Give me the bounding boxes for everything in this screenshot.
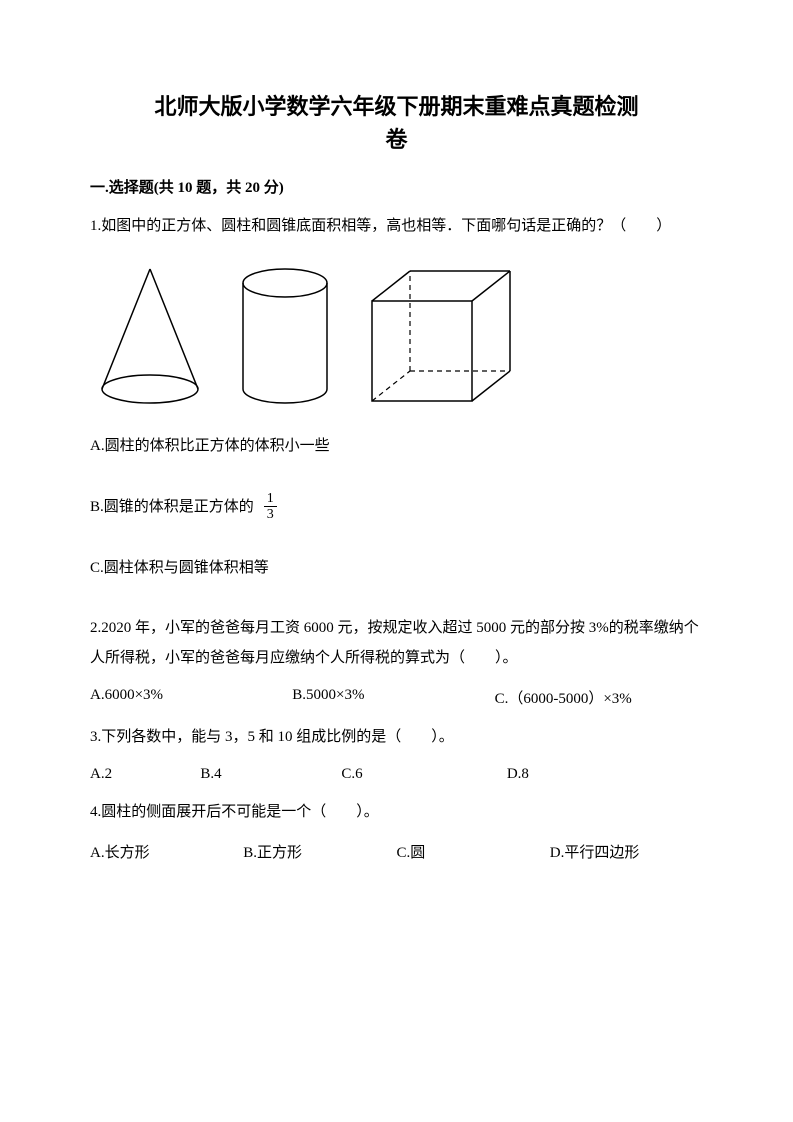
q1-options: A.圆柱的体积比正方体的体积小一些 B.圆锥的体积是正方体的 1 3 C.圆柱体… xyxy=(90,431,703,583)
figure-row xyxy=(90,261,703,411)
q1-option-b: B.圆锥的体积是正方体的 1 3 xyxy=(90,491,703,523)
title-line1: 北师大版小学数学六年级下册期末重难点真题检测 xyxy=(154,94,638,119)
question-3: 3.下列各数中，能与 3，5 和 10 组成比例的是（ ）。 xyxy=(90,722,703,752)
q3-option-b: B.4 xyxy=(200,766,341,783)
cone-figure xyxy=(90,261,210,411)
fraction-one-third: 1 3 xyxy=(264,491,277,523)
fraction-numerator: 1 xyxy=(264,491,277,507)
q1-option-c: C.圆柱体积与圆锥体积相等 xyxy=(90,553,703,583)
q2-option-c: C.（6000-5000）×3% xyxy=(495,687,697,708)
question-1: 1.如图中的正方体、圆柱和圆锥底面积相等，高也相等．下面哪句话是正确的？（ ） xyxy=(90,211,703,241)
q4-options: A.长方形 B.正方形 C.圆 D.平行四边形 xyxy=(90,841,703,862)
title-line2: 卷 xyxy=(385,127,407,152)
page-title: 北师大版小学数学六年级下册期末重难点真题检测 卷 xyxy=(90,90,703,156)
q2-options: A.6000×3% B.5000×3% C.（6000-5000）×3% xyxy=(90,687,703,708)
q4-option-b: B.正方形 xyxy=(243,841,396,862)
q4-option-a: A.长方形 xyxy=(90,841,243,862)
q3-options: A.2 B.4 C.6 D.8 xyxy=(90,766,703,783)
q3-option-d: D.8 xyxy=(507,766,630,783)
question-4: 4.圆柱的侧面展开后不可能是一个（ ）。 xyxy=(90,797,703,827)
q3-option-c: C.6 xyxy=(341,766,507,783)
q1-option-a: A.圆柱的体积比正方体的体积小一些 xyxy=(90,431,703,461)
cube-figure xyxy=(360,261,520,411)
question-2: 2.2020 年，小军的爸爸每月工资 6000 元，按规定收入超过 5000 元… xyxy=(90,613,703,673)
q4-option-d: D.平行四边形 xyxy=(550,841,703,862)
q4-option-c: C.圆 xyxy=(397,841,550,862)
q3-option-a: A.2 xyxy=(90,766,200,783)
section-header: 一.选择题(共 10 题，共 20 分) xyxy=(90,176,703,197)
q1-optb-prefix: B.圆锥的体积是正方体的 xyxy=(90,492,254,522)
q2-option-a: A.6000×3% xyxy=(90,687,292,708)
fraction-denominator: 3 xyxy=(264,507,277,522)
q2-option-b: B.5000×3% xyxy=(292,687,494,708)
cylinder-figure xyxy=(230,261,340,411)
